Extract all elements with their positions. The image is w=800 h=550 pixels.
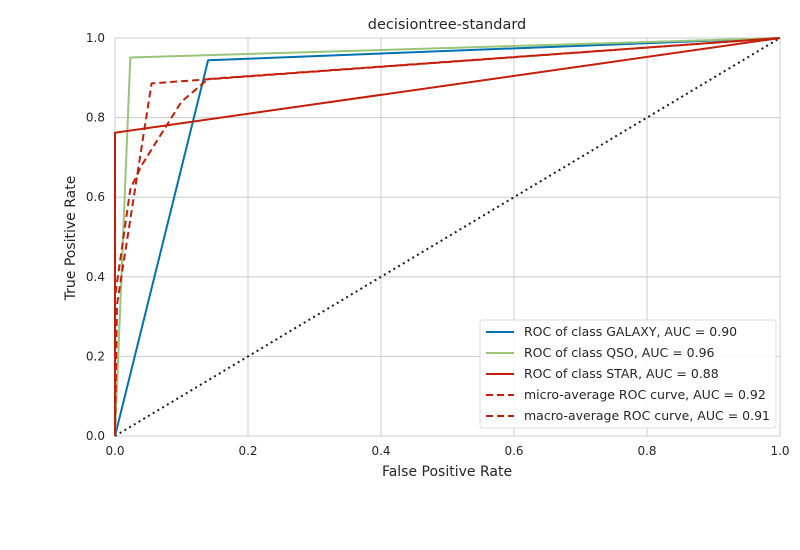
grid-lines <box>114 37 781 437</box>
x-tick-label-3: 0.6 <box>504 444 523 458</box>
x-tick-label-4: 0.8 <box>637 444 656 458</box>
y-tick-labels: 0.0 0.2 0.4 0.6 0.8 1.0 <box>86 31 105 443</box>
x-tick-labels: 0.0 0.2 0.4 0.6 0.8 1.0 <box>105 444 789 458</box>
x-tick-label-5: 1.0 <box>770 444 789 458</box>
series-group <box>114 37 781 437</box>
y-tick-label-3: 0.6 <box>86 190 105 204</box>
series-line-3 <box>114 37 781 437</box>
y-tick-label-5: 1.0 <box>86 31 105 45</box>
x-tick-label-1: 0.2 <box>238 444 257 458</box>
legend-label-2: ROC of class STAR, AUC = 0.88 <box>524 366 719 381</box>
y-tick-label-1: 0.2 <box>86 349 105 363</box>
chart-title: decisiontree-standard <box>368 17 527 33</box>
legend-label-4: macro-average ROC curve, AUC = 0.91 <box>524 408 770 423</box>
legend-label-1: ROC of class QSO, AUC = 0.96 <box>524 345 715 360</box>
x-tick-label-2: 0.4 <box>371 444 390 458</box>
y-tick-label-4: 0.8 <box>86 111 105 125</box>
legend-box <box>479 319 777 429</box>
y-tick-label-2: 0.4 <box>86 270 105 284</box>
x-tick-label-0: 0.0 <box>105 444 124 458</box>
legend-label-3: micro-average ROC curve, AUC = 0.92 <box>524 387 766 402</box>
series-line-0 <box>114 37 781 437</box>
legend: ROC of class GALAXY, AUC = 0.90 ROC of cl… <box>479 319 777 429</box>
series-line-1 <box>114 37 781 437</box>
legend-label-0: ROC of class GALAXY, AUC = 0.90 <box>524 324 737 339</box>
y-axis-label: True Positive Rate <box>63 176 79 302</box>
y-tick-label-0: 0.0 <box>86 429 105 443</box>
x-axis-label: False Positive Rate <box>382 464 512 480</box>
